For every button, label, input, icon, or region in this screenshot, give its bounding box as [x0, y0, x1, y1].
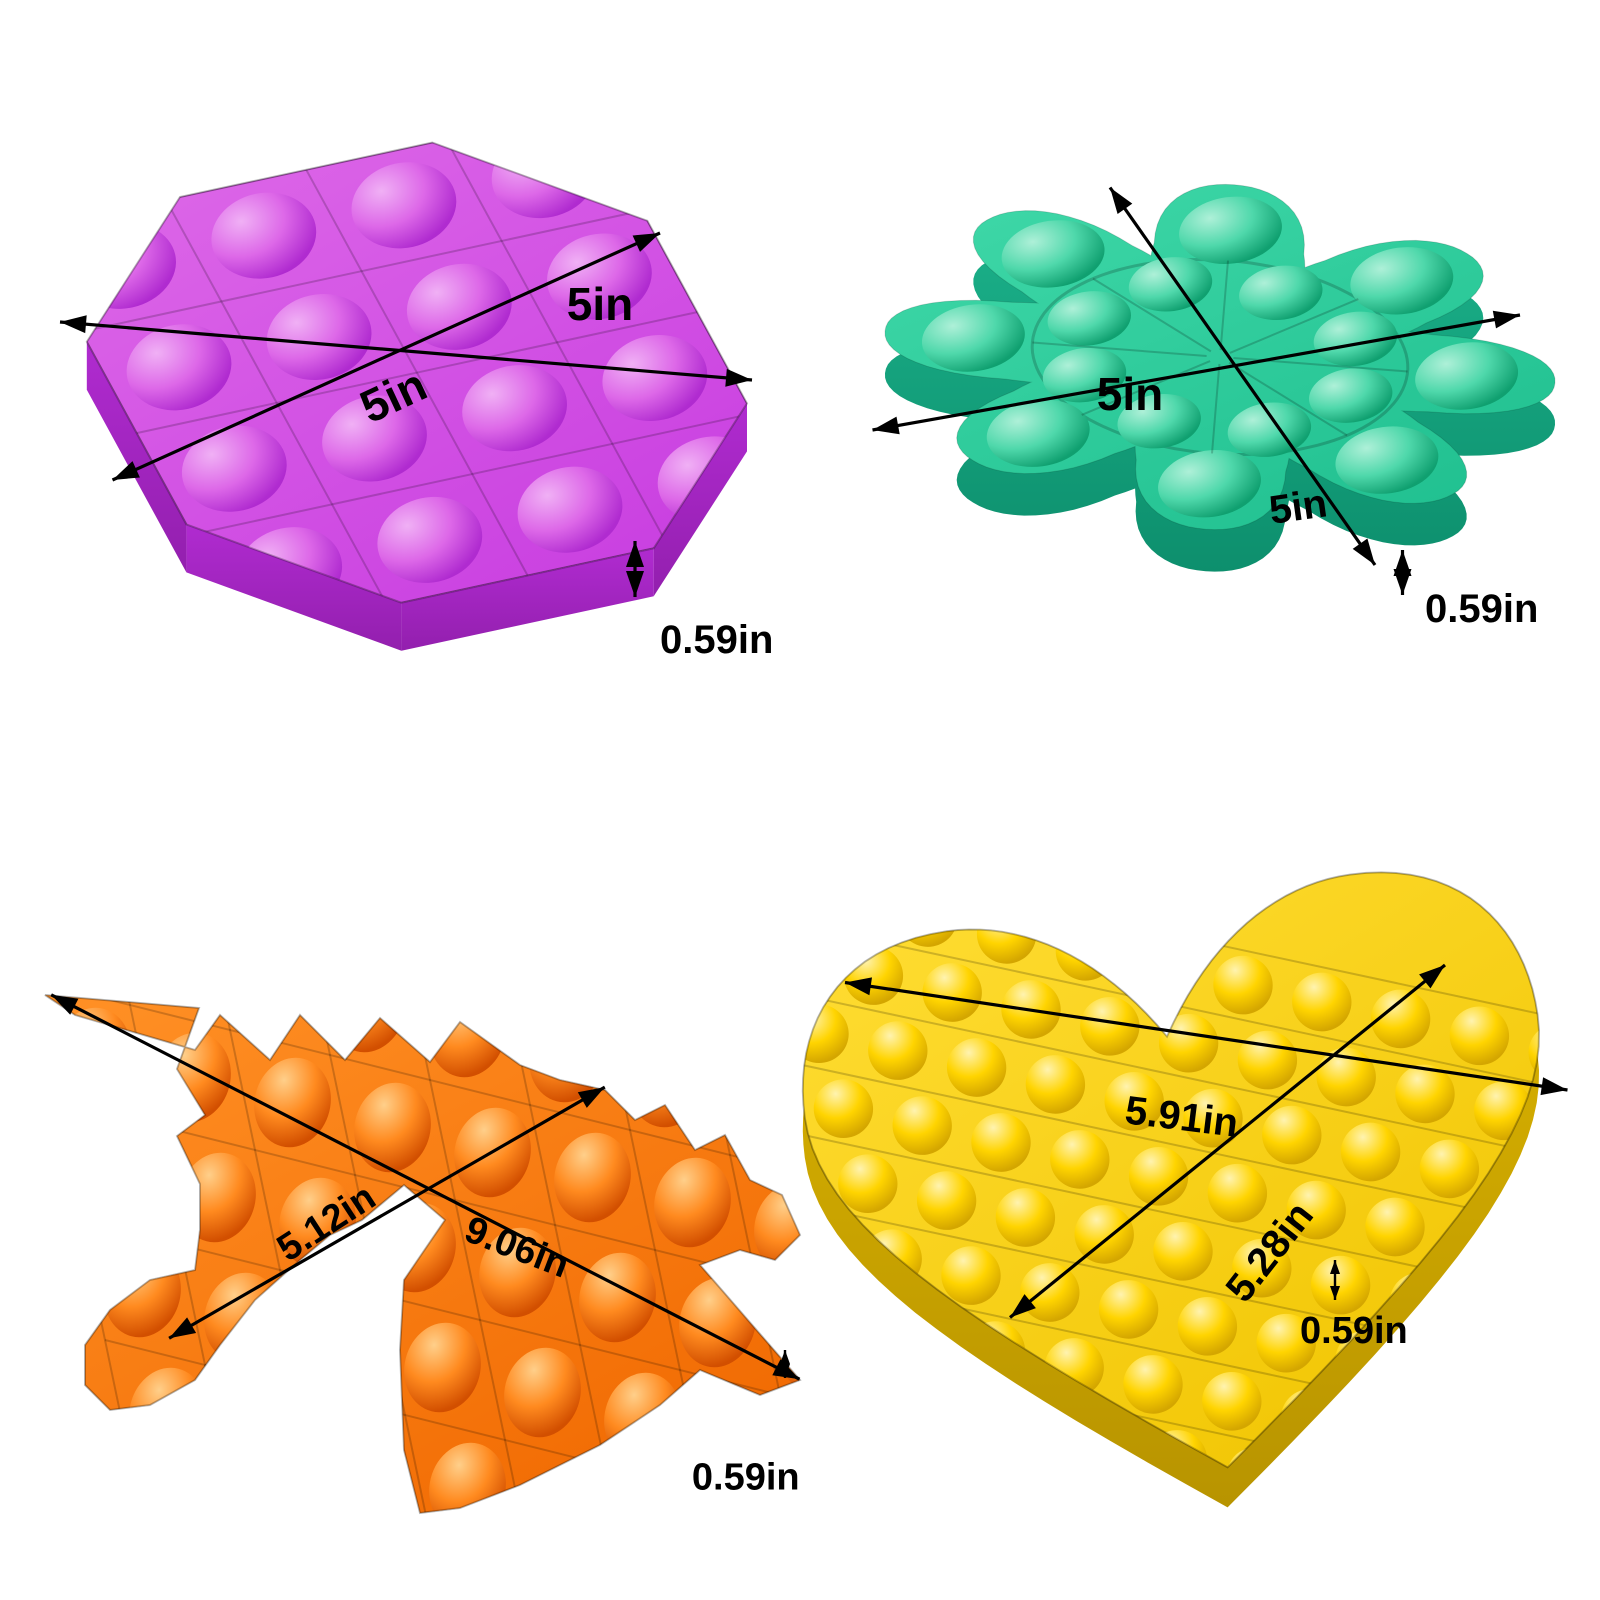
svg-text:0.59in: 0.59in — [660, 618, 773, 662]
svg-text:5in: 5in — [567, 278, 633, 330]
svg-text:0.59in: 0.59in — [1300, 1310, 1408, 1352]
svg-text:5in: 5in — [1267, 481, 1330, 533]
svg-text:0.59in: 0.59in — [1425, 587, 1538, 631]
svg-text:0.59in: 0.59in — [692, 1456, 800, 1498]
svg-text:5in: 5in — [1097, 368, 1163, 420]
